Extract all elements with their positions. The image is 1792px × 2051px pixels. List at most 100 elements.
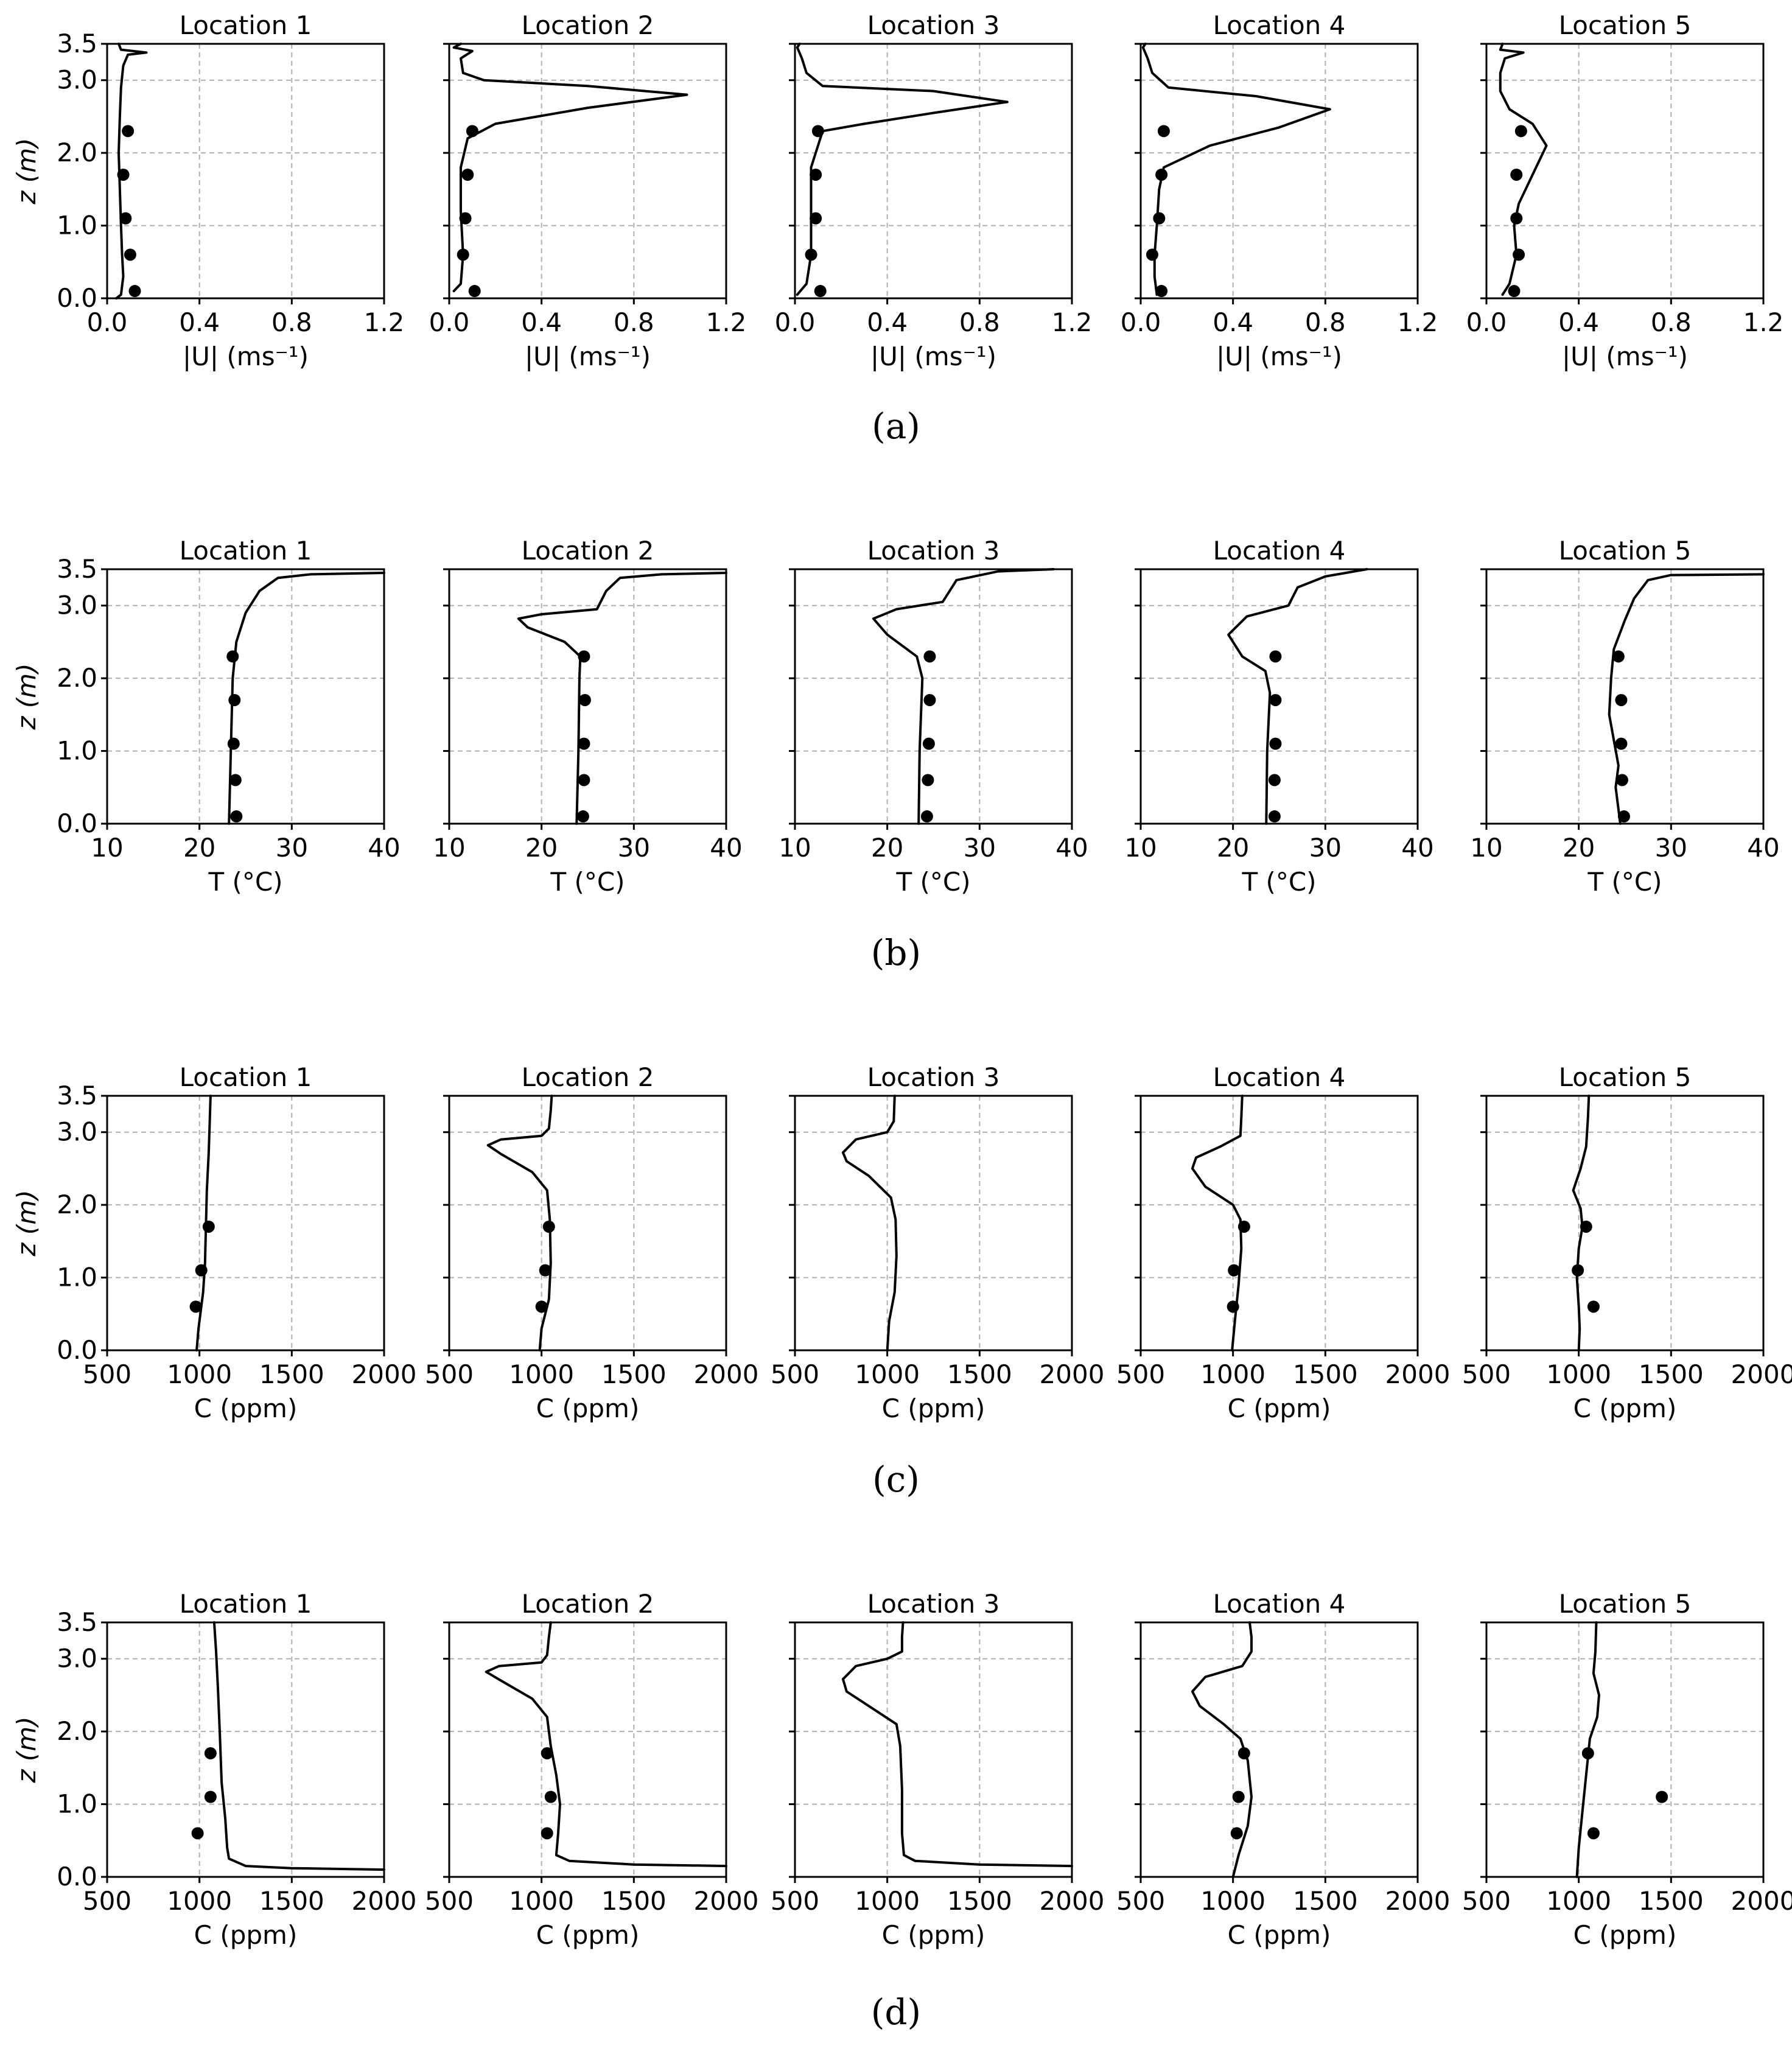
panel-caption: (c) [872, 1459, 920, 1500]
x-tick-label: 1000 [167, 1359, 232, 1389]
measurement-point [204, 1747, 217, 1759]
measurement-point [1508, 285, 1521, 298]
x-axis-label: |U| (ms⁻¹) [1216, 342, 1342, 371]
x-axis-label: |U| (ms⁻¹) [870, 342, 996, 371]
plot-frame [1139, 568, 1419, 825]
x-tick-label: 20 [183, 833, 215, 863]
panel-b-4: 10 20 30 40 T (°C) Location 4 [1124, 536, 1433, 897]
simulation-curve [1141, 43, 1331, 296]
measurement-point [923, 650, 936, 663]
x-tick-label: 10 [779, 833, 811, 863]
simulation-curve [212, 1621, 385, 1871]
x-tick-label: 2000 [1385, 1886, 1451, 1916]
panel-title: Location 4 [1213, 1062, 1346, 1092]
x-axis-label: C (ppm) [1228, 1920, 1331, 1950]
measurement-point [578, 774, 590, 787]
measurement-point [457, 248, 469, 261]
measurement-point [226, 650, 239, 663]
simulation-curve [1499, 43, 1548, 296]
x-tick-label: 500 [425, 1359, 474, 1389]
x-tick-label: 2000 [1731, 1886, 1792, 1916]
y-tick-label: 3.0 [57, 1644, 97, 1674]
chart-b: 0.0 1.0 2.0 3.0 3.5 z (m) 10 20 30 40 T (°C) Locati… [12, 536, 1780, 973]
y-tick-label: 3.5 [57, 29, 97, 58]
x-axis-label: T (°C) [1587, 867, 1662, 897]
y-tick-label: 1.0 [57, 1789, 97, 1819]
plot-frame [1485, 1095, 1765, 1352]
simulation-curve [1572, 1095, 1591, 1352]
x-tick-label: 30 [276, 833, 308, 863]
panel-title: Location 5 [1559, 536, 1692, 566]
x-tick-label: 10 [91, 833, 123, 863]
x-tick-label: 1500 [259, 1359, 324, 1389]
panel-d-3: 500 1000 1500 2000 C (ppm) Location 3 [771, 1589, 1105, 1950]
x-tick-label: 1500 [1293, 1886, 1358, 1916]
plot-frame [448, 1095, 727, 1352]
panel-title: Location 5 [1559, 1062, 1692, 1092]
x-axis-label: T (°C) [550, 867, 625, 897]
x-tick-label: 1500 [259, 1886, 324, 1916]
panel-a-1: 0.0 1.0 2.0 3.0 3.5 z (m) 0.0 0.4 0.8 1.2 |U| (ms⁻… [12, 10, 404, 371]
panel-a-2: 0.0 0.4 0.8 1.2 |U| (ms⁻¹) Location 2 [429, 10, 747, 371]
x-tick-label: 20 [1217, 833, 1249, 863]
measurement-point [1513, 248, 1525, 261]
x-tick-label: 0.4 [521, 307, 562, 337]
panel-c-2: 500 1000 1500 2000 C (ppm) Location 2 [425, 1062, 759, 1423]
x-axis-label: C (ppm) [1573, 1920, 1677, 1950]
panel-d-2: 500 1000 1500 2000 C (ppm) Location 2 [425, 1589, 759, 1950]
panel-title: Location 1 [180, 10, 312, 40]
plot-frame [106, 1621, 385, 1878]
y-axis-label: z (m) [12, 138, 41, 205]
panel-title: Location 2 [522, 10, 654, 40]
x-tick-label: 0.0 [429, 307, 470, 337]
y-tick-label: 2.0 [57, 1716, 97, 1746]
x-tick-label: 1500 [947, 1886, 1012, 1916]
measurement-point [1155, 168, 1168, 181]
plot-frame [1139, 1095, 1419, 1352]
measurement-point [1581, 1747, 1594, 1759]
x-tick-label: 40 [368, 833, 400, 863]
x-tick-label: 500 [83, 1359, 131, 1389]
x-tick-label: 1500 [1293, 1359, 1358, 1389]
measurement-point [811, 125, 824, 138]
panel-b-2: 10 20 30 40 T (°C) Location 2 [433, 536, 742, 897]
measurement-point [122, 125, 135, 138]
x-axis-label: T (°C) [208, 867, 282, 897]
x-tick-label: 40 [1747, 833, 1779, 863]
measurement-point [459, 212, 472, 225]
measurement-point [576, 810, 589, 823]
x-tick-label: 10 [1124, 833, 1157, 863]
y-tick-label: 3.5 [57, 1607, 97, 1637]
measurement-point [1157, 125, 1170, 138]
chart-c: 0.0 1.0 2.0 3.0 3.5 z (m) 500 1000 1500 2000 C (pp… [12, 1062, 1792, 1500]
x-tick-label: 500 [771, 1359, 819, 1389]
x-axis-label: |U| (ms⁻¹) [1562, 342, 1688, 371]
chart-d: 0.0 1.0 2.0 3.0 3.5 z (m) 500 1000 1500 2000 C (pp… [12, 1589, 1792, 2033]
x-tick-label: 500 [1462, 1359, 1511, 1389]
y-axis-label: z (m) [12, 663, 41, 730]
measurement-point [117, 168, 130, 181]
x-axis-label: |U| (ms⁻¹) [525, 342, 651, 371]
measurement-point [229, 774, 242, 787]
x-tick-label: 40 [1401, 833, 1433, 863]
x-tick-label: 1000 [855, 1359, 920, 1389]
y-tick-label: 0.0 [57, 283, 97, 313]
measurement-point [810, 212, 822, 225]
measurement-point [1580, 1220, 1592, 1233]
x-tick-label: 0.0 [1121, 307, 1161, 337]
simulation-curve [486, 1095, 553, 1352]
x-axis-label: C (ppm) [882, 1394, 985, 1423]
panel-a-4: 0.0 0.4 0.8 1.2 |U| (ms⁻¹) Location 4 [1121, 10, 1438, 371]
x-tick-label: 0.4 [179, 307, 220, 337]
plot-frame [1139, 43, 1419, 300]
panel-title: Location 3 [867, 1589, 1000, 1619]
simulation-curve [115, 43, 148, 300]
x-tick-label: 1000 [509, 1359, 574, 1389]
panel-c-1: 0.0 1.0 2.0 3.0 3.5 z (m) 500 1000 1500 2000 C (pp… [12, 1062, 416, 1423]
measurement-point [578, 737, 590, 750]
simulation-curve [1191, 1095, 1244, 1352]
plot-frame [106, 568, 385, 825]
panel-title: Location 1 [180, 1062, 312, 1092]
x-tick-label: 2000 [1040, 1886, 1105, 1916]
panel-title: Location 4 [1213, 1589, 1346, 1619]
